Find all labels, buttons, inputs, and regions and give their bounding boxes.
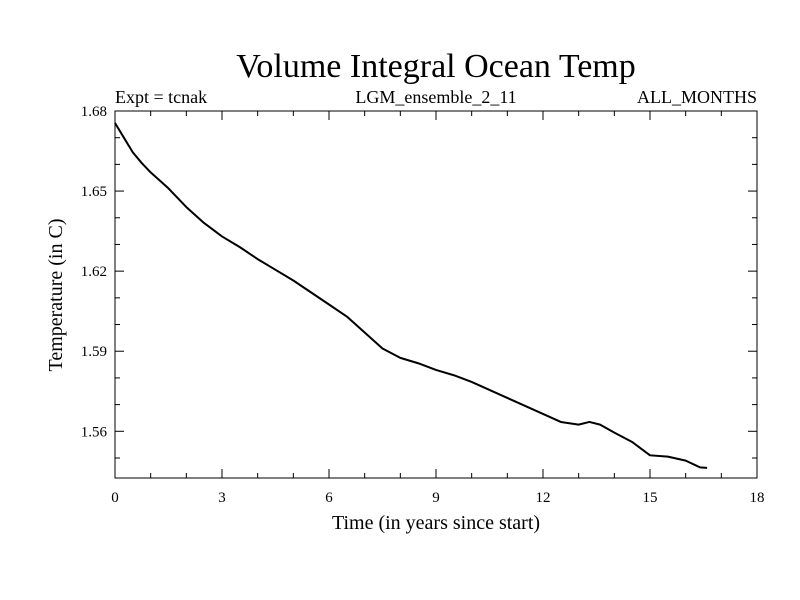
x-tick-label: 0 — [111, 490, 119, 506]
y-tick-label: 1.62 — [81, 264, 107, 280]
chart-title: Volume Integral Ocean Temp — [236, 48, 636, 85]
y-tick-label: 1.59 — [81, 344, 107, 360]
subtitle-ensemble: LGM_ensemble_2_11 — [355, 87, 516, 107]
y-tick-label: 1.56 — [81, 424, 108, 440]
x-tick-label: 12 — [536, 490, 551, 506]
y-axis: 1.56 1.59 1.62 1.65 1.68 — [81, 104, 757, 459]
x-tick-label: 6 — [325, 490, 333, 506]
x-tick-label: 9 — [432, 490, 440, 506]
y-tick-label: 1.68 — [81, 104, 107, 120]
y-axis-label: Temperature (in C) — [45, 219, 67, 372]
subtitle-experiment: Expt = tcnak — [115, 87, 207, 107]
y-tick-label: 1.65 — [81, 184, 107, 200]
x-axis-label: Time (in years since start) — [332, 512, 540, 534]
x-tick-label: 18 — [750, 490, 765, 506]
x-tick-label: 3 — [218, 490, 226, 506]
subtitle-months: ALL_MONTHS — [637, 87, 757, 107]
plot-frame — [114, 110, 758, 479]
temperature-series-line — [114, 122, 708, 469]
x-tick-label: 15 — [643, 490, 658, 506]
x-axis: 0 3 6 9 12 15 18 — [111, 111, 765, 506]
